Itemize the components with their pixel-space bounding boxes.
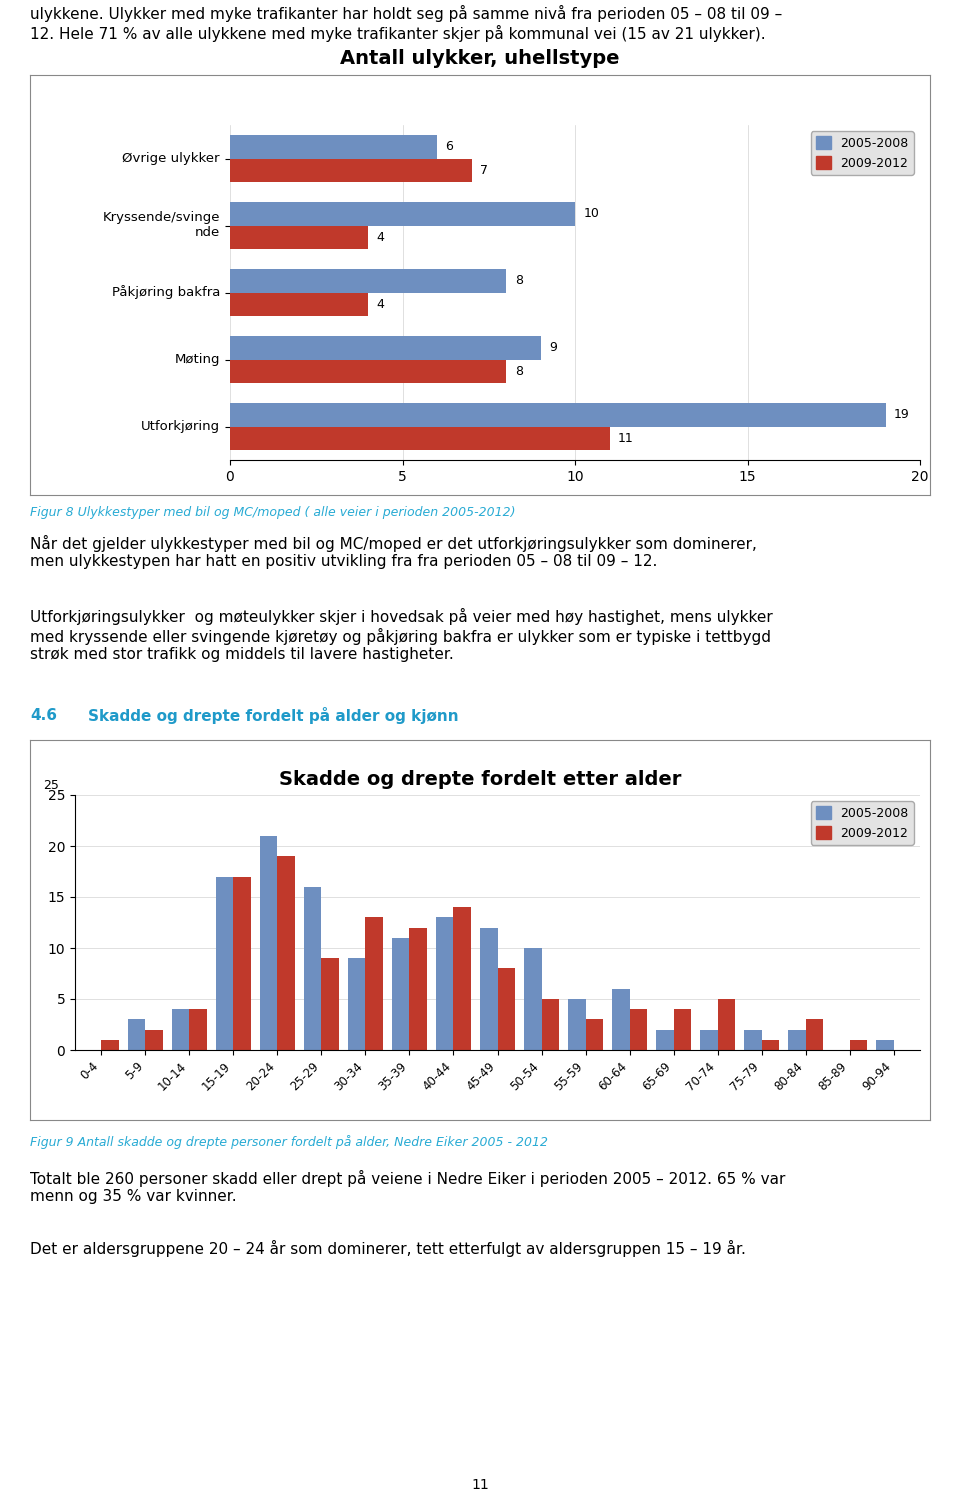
Bar	[480, 927, 497, 1049]
Text: 4: 4	[376, 298, 385, 311]
Bar	[717, 999, 735, 1049]
Text: 7: 7	[480, 163, 488, 177]
Legend: 2005-2008, 2009-2012: 2005-2008, 2009-2012	[810, 132, 914, 175]
Text: 6: 6	[445, 141, 453, 153]
Bar	[744, 1030, 761, 1049]
Bar	[145, 1030, 163, 1049]
Bar	[230, 135, 437, 159]
Text: 8: 8	[515, 364, 522, 378]
Title: Antall ulykker, uhellstype: Antall ulykker, uhellstype	[340, 48, 620, 68]
Bar	[230, 426, 610, 451]
Bar	[366, 918, 383, 1049]
Bar	[656, 1030, 674, 1049]
Text: 11: 11	[618, 432, 634, 445]
Bar	[277, 856, 295, 1049]
Bar	[805, 1019, 823, 1049]
Text: Det er aldersgruppene 20 – 24 år som dominerer, tett etterfulgt av aldersgruppen: Det er aldersgruppene 20 – 24 år som dom…	[30, 1240, 746, 1256]
Legend: 2005-2008, 2009-2012: 2005-2008, 2009-2012	[810, 801, 914, 845]
Bar	[541, 999, 559, 1049]
Text: Påkjøring bakfra: Påkjøring bakfra	[111, 286, 220, 299]
Text: Skadde og drepte fordelt på alder og kjønn: Skadde og drepte fordelt på alder og kjø…	[88, 706, 459, 724]
Text: 25: 25	[43, 779, 60, 792]
Bar	[761, 1040, 780, 1049]
Text: 11: 11	[471, 1479, 489, 1492]
Bar	[436, 918, 453, 1049]
Bar	[630, 1009, 647, 1049]
Bar	[410, 927, 427, 1049]
Text: 10: 10	[584, 207, 599, 221]
Bar	[876, 1040, 894, 1049]
Bar	[230, 336, 540, 360]
Bar	[322, 959, 339, 1049]
Text: Utforkjøringsulykker  og møteulykker skjer i hovedsak på veier med høy hastighet: Utforkjøringsulykker og møteulykker skje…	[30, 608, 773, 662]
Bar	[128, 1019, 145, 1049]
Bar	[674, 1009, 691, 1049]
Bar	[230, 360, 506, 383]
Bar	[230, 269, 506, 292]
Bar	[612, 989, 630, 1049]
Text: 4.6: 4.6	[30, 708, 57, 723]
Text: 19: 19	[894, 408, 910, 422]
Bar	[102, 1040, 119, 1049]
Bar	[230, 203, 575, 225]
Text: Figur 9 Antall skadde og drepte personer fordelt på alder, Nedre Eiker 2005 - 20: Figur 9 Antall skadde og drepte personer…	[30, 1136, 548, 1149]
Bar	[497, 968, 516, 1049]
Bar	[189, 1009, 207, 1049]
Text: 8: 8	[515, 274, 522, 287]
Text: Kryssende/svinge
nde: Kryssende/svinge nde	[103, 212, 220, 239]
Text: Øvrige ulykker: Øvrige ulykker	[123, 153, 220, 165]
Text: Utforkjøring: Utforkjøring	[141, 420, 220, 432]
Bar	[348, 959, 366, 1049]
Bar	[233, 877, 252, 1049]
Bar	[568, 999, 586, 1049]
Text: ulykkene. Ulykker med myke trafikanter har holdt seg på samme nivå fra perioden : ulykkene. Ulykker med myke trafikanter h…	[30, 5, 782, 42]
Bar	[230, 159, 471, 181]
Bar	[230, 292, 368, 316]
Text: Totalt ble 260 personer skadd eller drept på veiene i Nedre Eiker i perioden 200: Totalt ble 260 personer skadd eller drep…	[30, 1170, 785, 1205]
Bar	[216, 877, 233, 1049]
Text: Skadde og drepte fordelt etter alder: Skadde og drepte fordelt etter alder	[278, 771, 682, 789]
Bar	[788, 1030, 805, 1049]
Bar	[524, 948, 541, 1049]
Bar	[850, 1040, 867, 1049]
Bar	[586, 1019, 603, 1049]
Text: 4: 4	[376, 231, 385, 243]
Bar	[304, 888, 322, 1049]
Text: Figur 8 Ulykkestyper med bil og MC/moped ( alle veier i perioden 2005-2012): Figur 8 Ulykkestyper med bil og MC/moped…	[30, 507, 516, 519]
Bar	[260, 836, 277, 1049]
Text: 9: 9	[549, 342, 557, 354]
Text: Møting: Møting	[175, 352, 220, 366]
Bar	[453, 907, 471, 1049]
Bar	[230, 404, 885, 426]
Bar	[230, 225, 368, 249]
Bar	[172, 1009, 189, 1049]
Bar	[392, 937, 410, 1049]
Text: Når det gjelder ulykkestyper med bil og MC/moped er det utforkjøringsulykker som: Når det gjelder ulykkestyper med bil og …	[30, 535, 756, 570]
Bar	[700, 1030, 717, 1049]
